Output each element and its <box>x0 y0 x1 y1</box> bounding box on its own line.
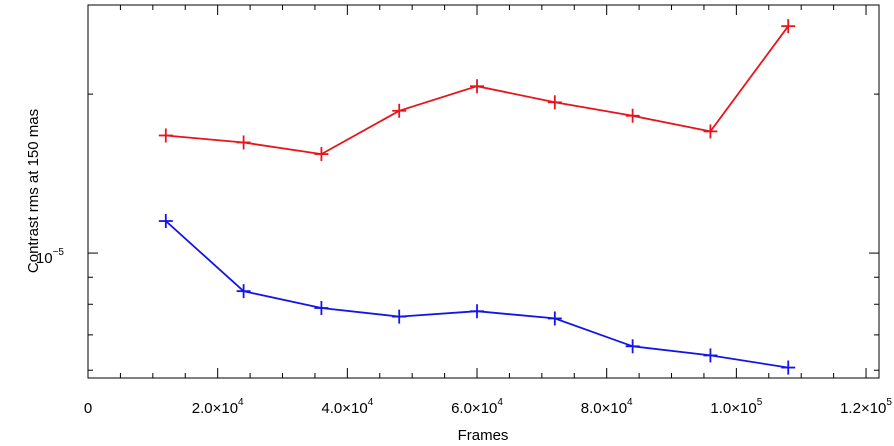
x-axis-label: Frames <box>458 427 509 444</box>
data-point-marker <box>703 124 718 139</box>
x-tick-label-exponent: 5 <box>757 397 763 408</box>
y-tick-label: 10−5 <box>36 247 65 267</box>
y-tick-label-exponent: −5 <box>53 247 65 258</box>
series-layer <box>158 19 796 375</box>
data-point-marker <box>392 103 407 118</box>
x-tick-label-mantissa: 1.0×10 <box>710 400 756 417</box>
x-tick-label: 2.0×104 <box>192 397 244 417</box>
data-point-marker <box>158 214 173 229</box>
x-tick-label-mantissa: 1.2×10 <box>840 400 886 417</box>
plot-frame <box>87 4 880 379</box>
x-tick-label: 4.0×104 <box>321 397 373 417</box>
y-tick-label-base: 10 <box>36 250 53 267</box>
data-point-marker <box>625 108 640 123</box>
x-tick-label-mantissa: 0 <box>84 400 92 417</box>
data-point-marker <box>781 19 796 34</box>
data-point-marker <box>236 284 251 299</box>
x-tick-label-mantissa: 8.0×10 <box>581 400 627 417</box>
x-tick-label-mantissa: 2.0×10 <box>192 400 238 417</box>
x-tick-label: 0 <box>84 400 92 417</box>
y-axis-label: Contrast rms at 150 mas <box>25 109 42 273</box>
x-tick-label-exponent: 4 <box>238 397 244 408</box>
data-point-marker <box>703 348 718 363</box>
x-tick-label: 8.0×104 <box>581 397 633 417</box>
x-tick-label-mantissa: 6.0×10 <box>451 400 497 417</box>
x-tick-label: 1.0×105 <box>710 397 762 417</box>
y-axis-ticks: 10−5 <box>36 93 879 371</box>
x-axis-ticks: 0 2.0×104 4.0×104 6.0×104 8.0×104 1.0×105 1.2×… <box>84 5 892 417</box>
data-point-marker <box>392 309 407 324</box>
data-point-marker <box>781 360 796 375</box>
x-tick-label: 6.0×104 <box>451 397 503 417</box>
x-tick-label-mantissa: 4.0×10 <box>321 400 367 417</box>
data-point-marker <box>625 339 640 354</box>
data-point-marker <box>314 301 329 316</box>
data-point-marker <box>470 79 485 94</box>
series-line-2 <box>165 220 789 369</box>
x-tick-label-exponent: 4 <box>627 397 633 408</box>
data-point-marker <box>547 311 562 326</box>
data-point-marker <box>236 135 251 150</box>
x-tick-label-exponent: 4 <box>497 397 503 408</box>
x-tick-label: 1.2×105 <box>840 397 892 417</box>
data-point-marker <box>314 147 329 162</box>
data-point-marker <box>547 95 562 110</box>
data-point-marker <box>470 304 485 319</box>
data-point-marker <box>158 128 173 143</box>
x-tick-label-exponent: 5 <box>886 397 892 408</box>
x-tick-label-exponent: 4 <box>368 397 374 408</box>
